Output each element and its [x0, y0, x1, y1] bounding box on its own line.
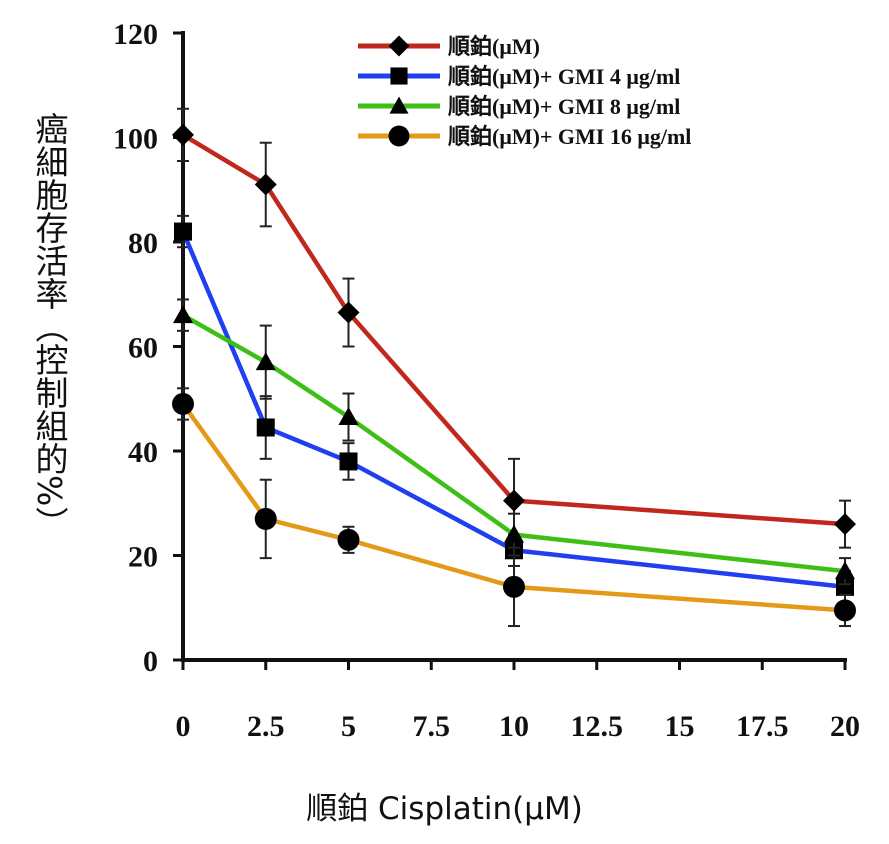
y-tick-label: 40: [128, 436, 158, 469]
data-point-triangle: [338, 407, 359, 426]
data-point-circle: [254, 507, 277, 530]
y-tick-label: 100: [113, 123, 158, 156]
data-point-triangle: [173, 305, 193, 324]
y-tick-label: 80: [128, 227, 158, 260]
data-point-square: [339, 452, 358, 471]
legend-marker: [388, 125, 410, 147]
legend-label: 順鉑(μM): [448, 34, 540, 59]
x-axis-label: 順鉑 Cisplatin(μM): [306, 791, 583, 827]
data-point-circle: [834, 599, 856, 622]
data-point-triangle: [835, 561, 855, 580]
chart-legend: 順鉑(μM) 順鉑(μM)+ GMI 4 μg/ml 順鉑(μM)+ GMI 8 μ…: [358, 34, 691, 149]
y-tick-label: 120: [113, 18, 158, 51]
legend-marker: [389, 96, 409, 114]
x-tick-label: 7.5: [413, 710, 451, 743]
series-0: [172, 107, 856, 549]
data-point-diamond: [503, 489, 525, 512]
x-tick-label: 15: [665, 710, 695, 743]
data-point-triangle: [504, 524, 524, 543]
y-tick-label: 20: [128, 541, 158, 574]
data-point-triangle: [255, 352, 276, 371]
x-tick-label: 0: [176, 710, 191, 743]
data-point-circle: [337, 528, 360, 551]
data-point-diamond: [834, 513, 856, 536]
legend-entry: 順鉑(μM)+ GMI 16 μg/ml: [358, 124, 691, 149]
legend-entry: 順鉑(μM)+ GMI 8 μg/ml: [358, 94, 680, 119]
y-tick-label: 60: [128, 332, 158, 365]
legend-entry: 順鉑(μM): [358, 34, 540, 59]
legend-label: 順鉑(μM)+ GMI 4 μg/ml: [448, 64, 680, 89]
x-tick-label: 5: [341, 710, 356, 743]
x-tick-label: 2.5: [247, 710, 285, 743]
data-point-circle: [172, 392, 194, 415]
data-point-circle: [503, 575, 525, 598]
x-tick-label: 20: [830, 710, 860, 743]
x-tick-label: 10: [499, 710, 529, 743]
legend-label: 順鉑(μM)+ GMI 16 μg/ml: [448, 124, 691, 149]
chart-tick-labels: 0 20 40 60 80 100 120 0 2.5 5 7.5 10 12.5 15 17.5 20: [113, 18, 860, 743]
series-3: [172, 387, 856, 628]
x-tick-label: 17.5: [736, 710, 789, 743]
legend-marker: [388, 35, 410, 57]
data-point-square: [836, 577, 854, 596]
legend-entry: 順鉑(μM)+ GMI 4 μg/ml: [358, 64, 680, 89]
data-point-square: [174, 222, 192, 241]
data-point-square: [256, 418, 275, 437]
data-point-diamond: [337, 301, 360, 324]
y-axis-label: 癌細胞存活率（控制組的%）: [30, 112, 69, 540]
y-tick-label: 0: [143, 645, 158, 678]
chart-series: [172, 107, 856, 628]
data-point-diamond: [254, 173, 277, 196]
data-point-diamond: [172, 123, 194, 146]
x-tick-label: 12.5: [571, 710, 624, 743]
legend-marker: [390, 67, 408, 85]
legend-label: 順鉑(μM)+ GMI 8 μg/ml: [448, 94, 680, 119]
series-2: [173, 298, 855, 586]
